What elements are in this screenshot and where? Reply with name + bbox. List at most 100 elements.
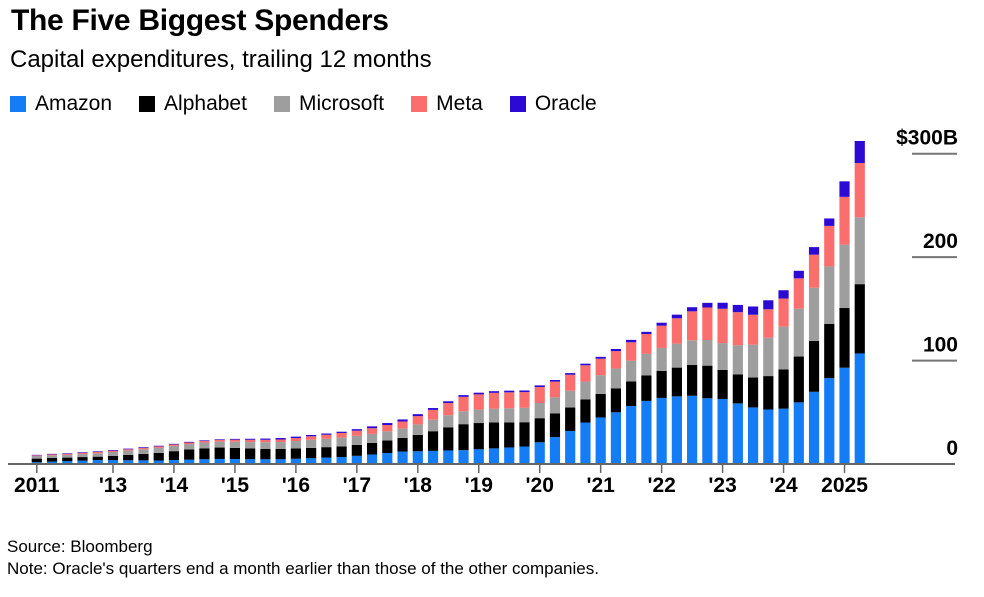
x-tick-label: '14 — [160, 474, 189, 497]
alphabet-bar-segment-2017-Q3 — [382, 440, 393, 454]
alphabet-bar-segment-2012-Q4 — [92, 456, 103, 461]
microsoft-bar-segment-2015-Q1 — [229, 441, 241, 448]
legend-label: Meta — [436, 92, 483, 115]
alphabet-bar-segment-2023-Q1 — [717, 369, 728, 399]
alphabet-bar-segment-2014-Q4 — [214, 447, 225, 459]
amazon-bar-segment-2024-Q3 — [808, 391, 820, 464]
chart-subtitle: Capital expenditures, trailing 12 months — [10, 46, 432, 73]
amazon-bar-segment-2013-Q4 — [153, 460, 164, 464]
meta-bar-segment-2016-Q2 — [306, 436, 317, 440]
alphabet-bar-segment-2012-Q2 — [62, 457, 73, 462]
oracle-bar-segment-2022-Q1 — [656, 322, 667, 326]
alphabet-bar-segment-2015-Q4 — [275, 449, 286, 460]
meta-bar-segment-2022-Q2 — [671, 318, 682, 344]
amazon-bar-segment-2025-Q1 — [839, 367, 850, 464]
meta-bar-segment-2014-Q4 — [214, 439, 225, 442]
x-tick-label: 2025 — [821, 474, 868, 497]
x-tick-label: '22 — [647, 474, 675, 497]
alphabet-bar-segment-2023-Q2 — [732, 374, 743, 404]
oracle-bar-segment-2021-Q3 — [626, 339, 637, 343]
microsoft-bar-segment-2017-Q3 — [382, 431, 393, 441]
alphabet-bar-segment-2023-Q4 — [763, 376, 774, 410]
alphabet-bar-segment-2012-Q1 — [46, 458, 58, 462]
oracle-bar-segment-2020-Q2 — [549, 380, 561, 382]
alphabet-bar-segment-2019-Q1 — [473, 423, 484, 450]
amazon-bar-segment-2017-Q3 — [382, 453, 393, 464]
meta-bar-segment-2015-Q4 — [275, 439, 286, 443]
oracle-bar-segment-2017-Q3 — [382, 423, 393, 426]
meta-bar-segment-2024-Q1 — [778, 298, 789, 327]
meta-bar-segment-2022-Q3 — [687, 311, 698, 341]
oracle-bar-segment-2013-Q3 — [138, 447, 149, 448]
source-note: Source: Bloomberg — [7, 537, 153, 556]
alphabet-bar-segment-2016-Q1 — [290, 448, 301, 459]
microsoft-bar-segment-2017-Q1 — [351, 435, 362, 445]
x-tick-label: '23 — [708, 474, 736, 497]
amazon-bar-segment-2012-Q3 — [77, 460, 88, 464]
x-tick-label: '18 — [404, 474, 433, 497]
amazon-bar-segment-2013-Q2 — [123, 460, 134, 464]
oracle-bar-segment-2012-Q2 — [62, 453, 73, 454]
alphabet-bar-segment-2013-Q3 — [138, 453, 149, 461]
oracle-bar-segment-2018-Q1 — [412, 414, 423, 417]
oracle-bar-segment-2020-Q1 — [534, 385, 545, 388]
alphabet-bar-segment-2011-Q4 — [31, 458, 42, 463]
meta-bar-segment-2020-Q2 — [549, 381, 561, 398]
alphabet-bar-segment-2019-Q2 — [488, 422, 500, 449]
oracle-bar-segment-2022-Q2 — [671, 314, 682, 319]
legend-item-microsoft: Microsoft — [273, 92, 385, 116]
meta-bar-segment-2021-Q1 — [595, 358, 606, 376]
meta-bar-segment-2020-Q3 — [565, 374, 576, 391]
oracle-bar-segment-2016-Q2 — [306, 434, 317, 437]
microsoft-bar-segment-2011-Q4 — [31, 455, 42, 459]
alphabet-bar-segment-2021-Q3 — [626, 381, 637, 407]
legend-label: Microsoft — [298, 92, 385, 115]
meta-bar-segment-2021-Q2 — [610, 351, 622, 369]
microsoft-bar-segment-2019-Q4 — [519, 407, 530, 423]
meta-bar-segment-2017-Q1 — [351, 430, 362, 436]
oracle-bar-segment-2015-Q2 — [245, 438, 256, 440]
amazon-bar-segment-2012-Q2 — [62, 461, 73, 464]
legend-item-alphabet: Alphabet — [139, 92, 247, 116]
alphabet-bar-segment-2014-Q2 — [184, 449, 195, 460]
amazon-bar-segment-2023-Q1 — [717, 398, 728, 464]
legend: Amazon Alphabet Microsoft Meta Oracle — [10, 92, 597, 116]
alphabet-bar-segment-2022-Q2 — [671, 367, 682, 397]
alphabet-bar-segment-2018-Q2 — [427, 431, 439, 451]
oracle-bar-segment-2015-Q1 — [229, 438, 241, 440]
amazon-bar-segment-2024-Q4 — [824, 378, 835, 464]
legend-label: Alphabet — [164, 92, 247, 115]
alphabet-bar-segment-2013-Q2 — [123, 455, 134, 461]
amazon-bar-segment-2022-Q4 — [702, 398, 713, 464]
microsoft-bar-segment-2021-Q1 — [595, 375, 606, 394]
amazon-bar-segment-2015-Q4 — [275, 459, 286, 464]
x-tick-label: 2011 — [14, 474, 60, 497]
amazon-bar-segment-2021-Q4 — [641, 400, 652, 464]
microsoft-bar-segment-2016-Q1 — [290, 441, 301, 449]
alphabet-bar-segment-2016-Q4 — [336, 446, 347, 458]
meta-bar-segment-2022-Q4 — [702, 307, 713, 340]
microsoft-bar-segment-2024-Q1 — [778, 326, 789, 370]
meta-bar-segment-2025-Q2 — [854, 163, 865, 218]
microsoft-bar-segment-2012-Q3 — [77, 454, 88, 458]
x-tick-label: '13 — [99, 474, 127, 497]
amazon-bar-segment-2017-Q4 — [397, 451, 408, 464]
amazon-bar-segment-2020-Q2 — [549, 437, 561, 464]
alphabet-bar-segment-2024-Q1 — [778, 369, 789, 409]
oracle-bar-segment-2013-Q1 — [107, 449, 119, 451]
meta-bar-segment-2012-Q1 — [46, 454, 58, 456]
oracle-bar-segment-2014-Q3 — [199, 440, 210, 441]
microsoft-bar-segment-2014-Q1 — [168, 445, 180, 452]
microsoft-bar-segment-2018-Q1 — [412, 424, 423, 435]
microsoft-bar-segment-2024-Q4 — [824, 266, 835, 324]
alphabet-bar-segment-2018-Q4 — [458, 424, 469, 451]
alphabet-bar-segment-2014-Q1 — [168, 451, 180, 461]
microsoft-bar-segment-2023-Q3 — [747, 344, 759, 378]
alphabet-bar-segment-2014-Q3 — [199, 448, 210, 460]
oracle-bar-segment-2022-Q4 — [702, 302, 713, 308]
microsoft-bar-segment-2021-Q3 — [626, 360, 637, 382]
microsoft-bar-segment-2015-Q2 — [245, 442, 256, 449]
alphabet-bar-segment-2022-Q1 — [656, 370, 667, 398]
meta-bar-segment-2024-Q3 — [808, 254, 820, 288]
alphabet-bar-segment-2023-Q3 — [747, 377, 759, 408]
